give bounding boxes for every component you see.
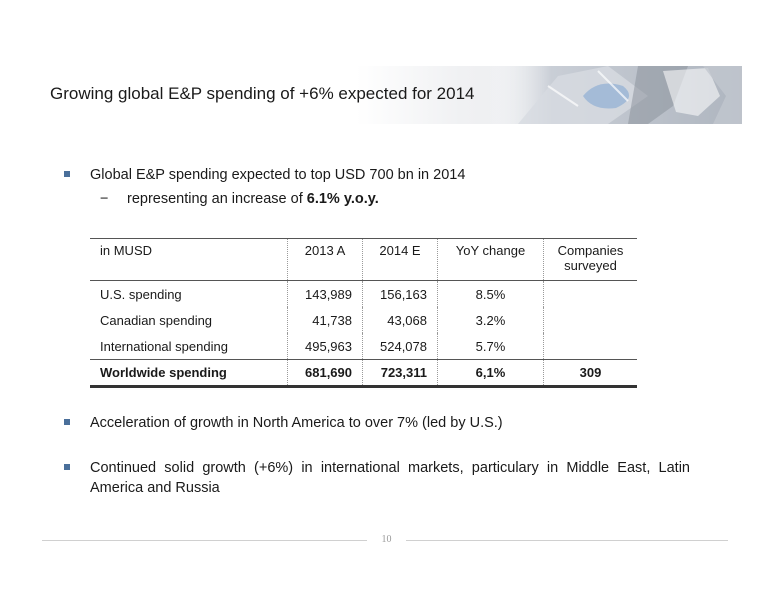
table-cell: U.S. spending [100,286,182,302]
table-cell [543,333,637,360]
page-number: 10 [381,534,392,545]
square-bullet-icon [64,464,70,470]
bullet-global-spending: Global E&P spending expected to top USD … [64,165,466,185]
table-cell: 309 [543,359,637,388]
bullet-international: Continued solid growth (+6%) in internat… [64,458,690,498]
sub-bullet-increase: − representing an increase of 6.1% y.o.y… [100,189,379,209]
header-decorative-image [488,66,742,124]
table-cell: 41,738 [287,307,363,333]
table-header: in MUSD [90,238,288,281]
slide-title: Growing global E&P spending of +6% expec… [50,84,475,103]
sub-bullet-bold: 6.1% y.o.y. [306,191,379,207]
bullet-text: Continued solid growth (+6%) in internat… [90,460,690,496]
table-row: International spending 495,963 524,078 5… [90,333,637,360]
sub-bullet-text: representing an increase of [127,191,307,207]
table-cell: 3.2% [437,307,544,333]
table-header-row: in MUSD 2013 A 2014 E YoY change Compani… [90,238,637,281]
table-cell: Worldwide spending [90,359,288,388]
table-cell: 495,963 [287,333,363,360]
table-cell [543,280,637,307]
bullet-north-america: Acceleration of growth in North America … [64,413,503,433]
table-cell: 524,078 [362,333,438,360]
bullet-text: Global E&P spending expected to top USD … [90,167,466,183]
bullet-text: Acceleration of growth in North America … [90,415,503,431]
table-header: Companies surveyed [543,238,637,281]
table-row: U.S. spending 143,989 156,163 8.5% [90,280,637,307]
table-cell: 43,068 [362,307,438,333]
table-cell: 143,989 [287,280,363,307]
table-header: 2013 A [287,238,363,281]
table-cell: 8.5% [437,280,544,307]
header-image-graphic [488,66,742,124]
table-cell: 723,311 [362,359,438,388]
table-cell: International spending [100,338,228,354]
table-total-row: Worldwide spending 681,690 723,311 6,1% … [90,359,637,388]
table-header: 2014 E [362,238,438,281]
table-cell: 5.7% [437,333,544,360]
table-cell: 681,690 [287,359,363,388]
table-cell [543,307,637,333]
footer-divider-left [42,540,367,541]
dash-bullet-icon: − [100,191,109,207]
table-cell: Canadian spending [100,312,213,328]
table-row: Canadian spending 41,738 43,068 3.2% [90,307,637,333]
table-header: YoY change [437,238,544,281]
footer-divider-right [406,540,728,541]
table-cell: 156,163 [362,280,438,307]
table-cell: 6,1% [437,359,544,388]
square-bullet-icon [64,171,70,177]
spending-table: in MUSD 2013 A 2014 E YoY change Compani… [90,238,637,388]
square-bullet-icon [64,419,70,425]
